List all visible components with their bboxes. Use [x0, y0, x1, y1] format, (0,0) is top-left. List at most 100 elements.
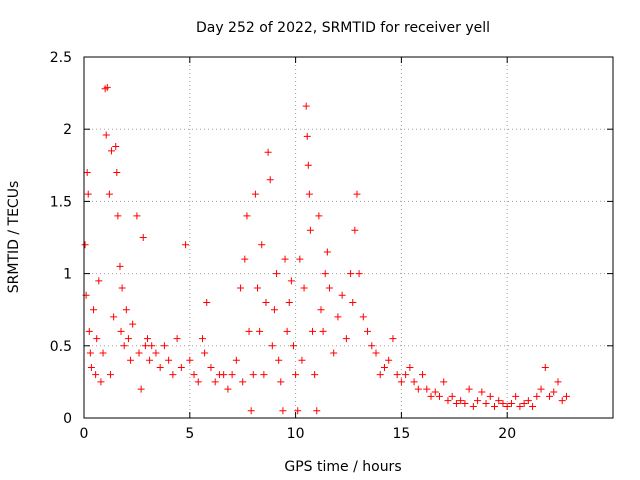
data-point: [516, 402, 524, 410]
x-tick-label: 15: [392, 426, 410, 442]
data-point: [279, 407, 287, 415]
data-point: [85, 327, 93, 335]
data-point: [268, 342, 276, 350]
data-point: [292, 371, 300, 379]
data-point: [194, 378, 202, 386]
data-point: [137, 385, 145, 393]
data-point: [283, 327, 291, 335]
data-point: [380, 363, 388, 371]
data-point: [349, 298, 357, 306]
data-point: [260, 371, 268, 379]
data-point: [300, 284, 308, 292]
data-point: [239, 378, 247, 386]
data-point: [315, 212, 323, 220]
data-point: [554, 378, 562, 386]
data-point: [108, 147, 116, 155]
data-point: [285, 298, 293, 306]
data-point: [245, 327, 253, 335]
data-point: [287, 277, 295, 285]
data-point: [562, 392, 570, 400]
data-point: [220, 371, 228, 379]
data-point: [376, 371, 384, 379]
data-point: [296, 255, 304, 263]
data-points: [81, 83, 570, 415]
data-point: [81, 241, 89, 249]
data-point: [152, 349, 160, 357]
x-tick-label: 20: [498, 426, 516, 442]
y-tick-label: 0.5: [50, 339, 72, 355]
data-point: [83, 169, 91, 177]
data-point: [305, 190, 313, 198]
data-point: [334, 313, 342, 321]
data-point: [177, 363, 185, 371]
data-point: [139, 234, 147, 241]
data-point: [533, 392, 541, 400]
data-point: [160, 342, 168, 350]
data-point: [113, 169, 121, 177]
data-point: [537, 385, 545, 393]
data-point: [499, 400, 507, 408]
data-point: [321, 270, 329, 278]
data-point: [330, 349, 338, 357]
data-point: [309, 327, 317, 335]
data-point: [273, 270, 281, 278]
data-point: [105, 190, 113, 198]
data-point: [317, 306, 325, 314]
data-point: [122, 306, 130, 314]
data-point: [249, 371, 257, 379]
data-point: [435, 392, 443, 400]
data-point: [423, 385, 431, 393]
data-point: [414, 385, 422, 393]
data-point: [237, 284, 245, 292]
data-point: [256, 327, 264, 335]
chart-title: Day 252 of 2022, SRMTID for receiver yel…: [196, 20, 490, 36]
data-point: [243, 212, 251, 220]
data-point: [364, 327, 372, 335]
data-point: [319, 327, 327, 335]
data-point: [103, 83, 111, 91]
data-point: [87, 363, 95, 371]
data-point: [127, 356, 135, 364]
data-point: [440, 378, 448, 386]
data-point: [529, 402, 537, 410]
data-point: [457, 397, 465, 405]
data-point: [266, 176, 274, 184]
data-point: [351, 226, 359, 234]
data-point: [520, 400, 528, 408]
data-point: [302, 102, 310, 110]
data-point: [431, 388, 439, 396]
data-point: [355, 270, 363, 278]
data-point: [281, 255, 289, 263]
data-point: [311, 371, 319, 379]
data-point: [465, 385, 473, 393]
data-point: [342, 335, 350, 343]
data-point: [118, 284, 126, 292]
data-point: [541, 363, 549, 371]
data-point: [419, 371, 427, 379]
data-point: [448, 392, 456, 400]
data-point: [410, 378, 418, 386]
data-point: [277, 378, 285, 386]
data-point: [117, 327, 125, 335]
y-tick-label: 2: [63, 122, 72, 138]
data-point: [359, 313, 367, 321]
data-point: [406, 363, 414, 371]
data-point: [247, 407, 255, 415]
data-point: [169, 371, 177, 379]
data-point: [550, 388, 558, 396]
data-point: [129, 320, 137, 328]
data-point: [306, 226, 314, 234]
y-axis-label: SRMTID / TECUs: [6, 181, 22, 294]
data-point: [90, 306, 98, 314]
data-point: [114, 212, 122, 220]
data-point: [186, 356, 194, 364]
data-point: [198, 335, 206, 343]
data-point: [474, 397, 482, 405]
data-point: [228, 371, 236, 379]
data-point: [251, 190, 259, 198]
data-point: [452, 400, 460, 408]
data-point: [135, 349, 143, 357]
x-axis-label: GPS time / hours: [284, 459, 401, 475]
y-tick-label: 2.5: [50, 50, 72, 66]
data-point: [353, 190, 361, 198]
